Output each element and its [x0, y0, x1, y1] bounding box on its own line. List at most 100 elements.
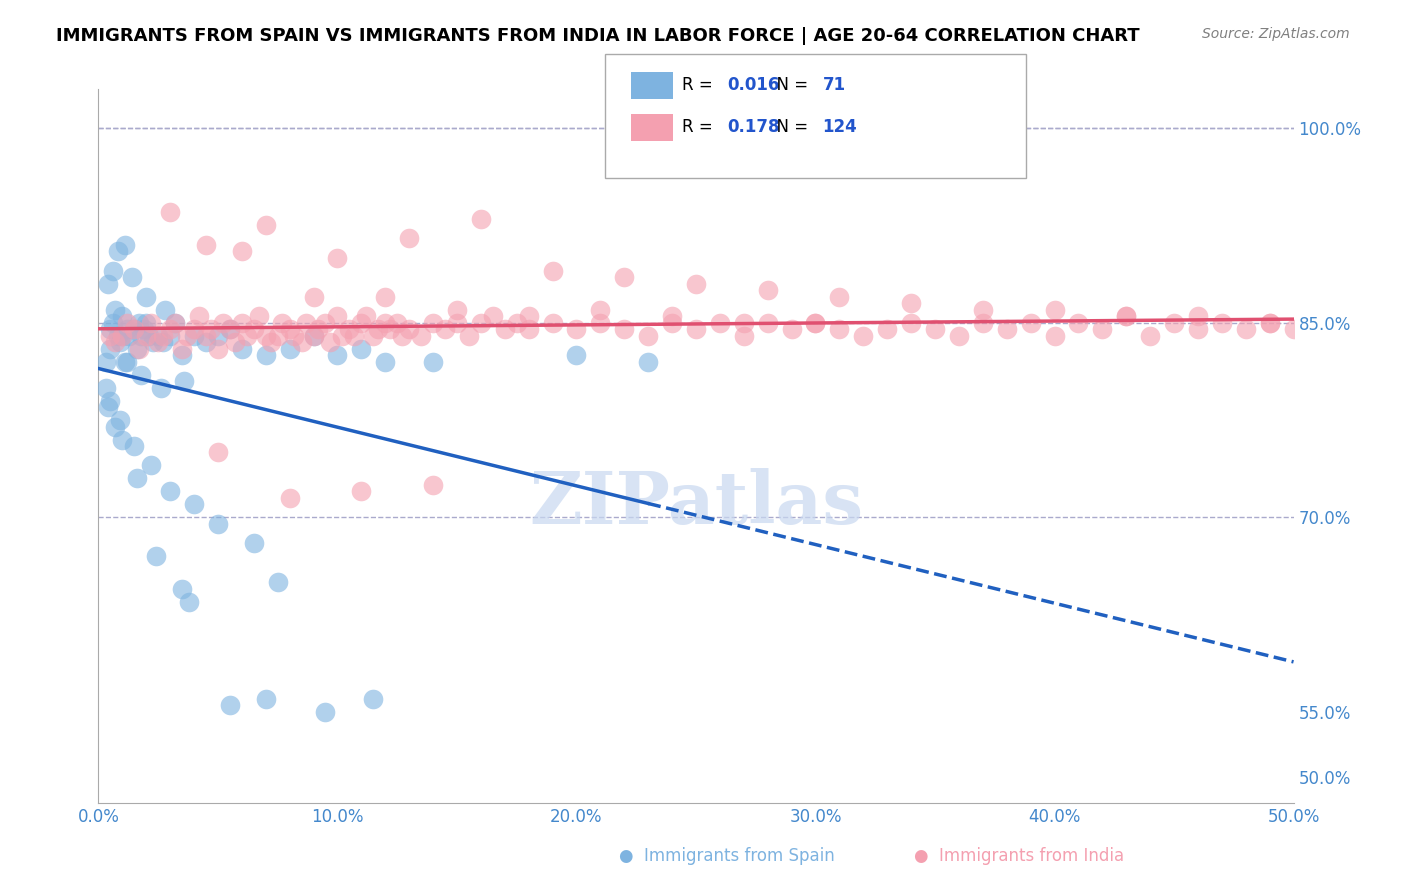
Point [637, 328, 659, 343]
Point [131, 328, 153, 343]
Point [278, 322, 301, 336]
Text: ●  Immigrants from India: ● Immigrants from India [914, 847, 1123, 865]
Point [828, 290, 851, 304]
Point [98, 342, 122, 356]
Point [121, 270, 143, 285]
Point [101, 264, 124, 278]
Point [183, 322, 205, 336]
Point [145, 549, 167, 564]
Point [115, 354, 138, 368]
Point [124, 439, 146, 453]
Point [995, 322, 1018, 336]
Point [291, 335, 314, 350]
Point [350, 316, 373, 330]
Point [173, 374, 195, 388]
Point [363, 328, 385, 343]
Text: N =: N = [766, 118, 814, 136]
Point [149, 381, 172, 395]
Point [107, 328, 129, 343]
Point [124, 322, 146, 336]
Point [852, 328, 875, 343]
Point [494, 322, 516, 336]
Point [247, 310, 270, 324]
Point [108, 335, 131, 350]
Text: IMMIGRANTS FROM SPAIN VS IMMIGRANTS FROM INDIA IN LABOR FORCE | AGE 20-64 CORREL: IMMIGRANTS FROM SPAIN VS IMMIGRANTS FROM… [56, 27, 1140, 45]
Point [948, 328, 970, 343]
Point [391, 328, 413, 343]
Point [148, 335, 170, 350]
Point [422, 354, 444, 368]
Point [211, 316, 233, 330]
Point [115, 316, 138, 330]
Point [1091, 322, 1114, 336]
Point [207, 342, 229, 356]
Point [118, 328, 141, 343]
Point [159, 328, 181, 343]
Point [231, 244, 253, 259]
Point [1187, 322, 1209, 336]
Point [200, 322, 222, 336]
Point [804, 316, 827, 330]
Point [235, 328, 257, 343]
Point [139, 458, 162, 473]
Point [1067, 316, 1090, 330]
Text: 0.016: 0.016 [727, 76, 779, 94]
Text: Source: ZipAtlas.com: Source: ZipAtlas.com [1202, 27, 1350, 41]
Point [1258, 316, 1281, 330]
Point [107, 244, 129, 259]
Point [132, 322, 155, 336]
Point [422, 316, 444, 330]
Point [1139, 328, 1161, 343]
Point [972, 302, 994, 317]
Point [179, 595, 201, 609]
Point [97, 277, 120, 291]
Point [271, 316, 294, 330]
Point [398, 322, 420, 336]
Point [517, 310, 540, 324]
Point [114, 354, 136, 368]
Point [661, 316, 683, 330]
Point [374, 316, 396, 330]
Point [613, 270, 636, 285]
Point [224, 335, 246, 350]
Point [159, 484, 181, 499]
Point [1234, 322, 1257, 336]
Point [434, 322, 457, 336]
Point [207, 328, 229, 343]
Point [94, 354, 117, 368]
Point [231, 342, 253, 356]
Point [152, 335, 174, 350]
Point [613, 322, 636, 336]
Point [302, 328, 325, 343]
Point [343, 328, 366, 343]
Point [367, 322, 389, 336]
Point [195, 335, 218, 350]
Point [172, 582, 194, 596]
Point [482, 310, 505, 324]
Point [97, 400, 120, 414]
Point [183, 497, 205, 511]
Point [267, 575, 290, 590]
Text: 0.178: 0.178 [727, 118, 779, 136]
Point [302, 290, 325, 304]
Point [315, 705, 337, 719]
Point [125, 471, 148, 485]
Point [219, 322, 242, 336]
Point [111, 433, 134, 447]
Point [756, 316, 779, 330]
Point [326, 251, 349, 265]
Point [243, 536, 266, 550]
Point [254, 692, 277, 706]
Point [1115, 310, 1137, 324]
Point [152, 328, 174, 343]
Point [98, 328, 122, 343]
Point [1043, 328, 1066, 343]
Point [446, 316, 468, 330]
Point [219, 698, 242, 713]
Point [172, 342, 194, 356]
Point [231, 316, 253, 330]
Point [128, 316, 150, 330]
Point [363, 692, 385, 706]
Text: ●: ● [637, 120, 650, 134]
Point [924, 322, 946, 336]
